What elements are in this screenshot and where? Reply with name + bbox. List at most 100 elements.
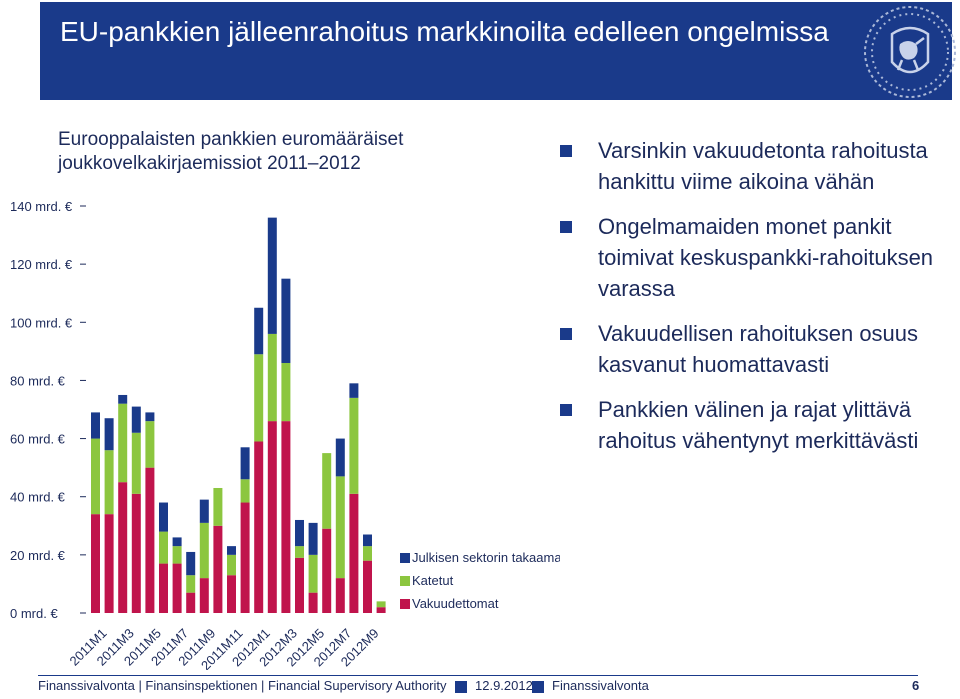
y-tick-label: 80 mrd. € [10, 373, 66, 388]
bar-segment [186, 592, 196, 613]
bar-segment [335, 578, 345, 613]
bar-segment [363, 534, 372, 547]
bullet-item: Vakuudellisen rahoituksen osuus kasvanut… [560, 318, 955, 380]
bar-segment [322, 453, 332, 529]
bar-segment [172, 537, 182, 547]
bar-segment [295, 546, 304, 558]
bar-segment [322, 528, 332, 613]
bullet-list: Varsinkin vakuudetonta rahoitusta hankit… [560, 135, 955, 456]
bar-segment [308, 554, 318, 593]
bar-segment [254, 307, 264, 355]
y-tick-label: 140 mrd. € [10, 199, 73, 214]
bar-segment [118, 403, 128, 483]
bar-segment [281, 278, 291, 363]
slide-title: EU-pankkien jälleenrahoitus markkinoilta… [60, 16, 829, 47]
bar-segment [363, 546, 372, 561]
bullet-text: Pankkien välinen ja rajat ylittävä rahoi… [598, 397, 919, 453]
bar-segment [145, 412, 155, 422]
bar-segment [349, 383, 359, 398]
lion-coat-of-arms-icon [864, 6, 956, 98]
footer-square-icon [455, 681, 467, 693]
bar-chart: 0 mrd. € 20 mrd. € 40 mrd. € 60 mrd. € 80 mr… [10, 199, 560, 670]
bullet-square-icon [560, 145, 572, 157]
bar-segment [240, 447, 250, 480]
legend-label: Katetut [412, 573, 454, 588]
legend-swatch [400, 576, 410, 586]
bar-segment [267, 217, 277, 334]
bullet-item: Varsinkin vakuudetonta rahoitusta hankit… [560, 135, 955, 197]
legend-swatch [400, 553, 410, 563]
slide-header: EU-pankkien jälleenrahoitus markkinoilta… [0, 0, 960, 102]
bullet-text: Ongelmamaiden monet pankit toimivat kesk… [598, 214, 934, 301]
y-tick-label: 40 mrd. € [10, 490, 66, 505]
bar-segment [159, 502, 168, 532]
bullet-item: Ongelmamaiden monet pankit toimivat kesk… [560, 211, 955, 304]
bar-segment [227, 554, 236, 576]
bar-segment [199, 578, 209, 613]
bar-segment [131, 432, 141, 494]
footer-date: 12.9.2012 [475, 678, 533, 693]
footer-square-icon [532, 681, 544, 693]
bullet-square-icon [560, 404, 572, 416]
bar-segment [199, 522, 209, 579]
bar-segment [199, 499, 209, 523]
bar-segment [91, 514, 100, 613]
bar-segment [118, 482, 128, 613]
bar-segment [376, 607, 386, 613]
legend-label: Vakuudettomat [412, 596, 499, 611]
bar-segment [295, 519, 304, 547]
bar-segment [349, 493, 359, 613]
bar-segment [104, 450, 114, 515]
bar-segment [227, 575, 236, 613]
bar-segment [145, 421, 155, 468]
bar-segment [131, 406, 141, 433]
bar-segment [131, 493, 141, 613]
bullet-square-icon [560, 221, 572, 233]
bar-segment [159, 563, 168, 613]
bar-segment [213, 525, 223, 613]
header-band [40, 2, 952, 100]
bullet-square-icon [560, 328, 572, 340]
y-tick-label: 120 mrd. € [10, 257, 73, 272]
bar-segment [335, 476, 345, 579]
bar-segment [281, 362, 291, 422]
bar-segment [172, 546, 182, 564]
bar-segment [227, 546, 236, 555]
bullet-item: Pankkien välinen ja rajat ylittävä rahoi… [560, 394, 955, 456]
legend-swatch [400, 599, 410, 609]
bar-segment [267, 421, 277, 613]
y-tick-label: 0 mrd. € [10, 606, 58, 621]
footer-divider [38, 675, 918, 676]
bar-segment [335, 438, 345, 477]
bar-segment [118, 394, 128, 404]
footer-organization: Finanssivalvonta | Finansinspektionen | … [38, 678, 447, 693]
bar-segment [240, 479, 250, 503]
bar-segment [363, 560, 372, 613]
bullet-text: Vakuudellisen rahoituksen osuus kasvanut… [598, 321, 919, 377]
y-tick-label: 60 mrd. € [10, 432, 66, 447]
bar-segment [308, 592, 318, 613]
bar-segment [281, 421, 291, 613]
page-number: 6 [912, 678, 920, 693]
bar-segment [172, 563, 182, 613]
y-tick-label: 100 mrd. € [10, 315, 73, 330]
bar-segment [159, 531, 168, 564]
bar-segment [308, 522, 318, 555]
bar-segment [240, 502, 250, 613]
bar-segment [91, 412, 100, 439]
bar-segment [104, 418, 114, 451]
y-tick-label: 20 mrd. € [10, 548, 66, 563]
bar-segment [254, 441, 264, 613]
bar-segment [104, 514, 114, 613]
bar-segment [254, 354, 264, 442]
bar-segment [145, 467, 155, 613]
bar-segment [376, 601, 386, 608]
bar-segment [186, 575, 196, 593]
bar-segment [213, 487, 223, 526]
legend-label: Julkisen sektorin takaamat [412, 550, 560, 565]
slide-footer: Finanssivalvonta | Finansinspektionen | … [0, 672, 960, 699]
bar-segment [186, 551, 196, 576]
footer-brand: Finanssivalvonta [552, 678, 649, 693]
bar-segment [349, 397, 359, 494]
chart-title: Eurooppalaisten pankkien euromääräiset j… [58, 129, 404, 174]
